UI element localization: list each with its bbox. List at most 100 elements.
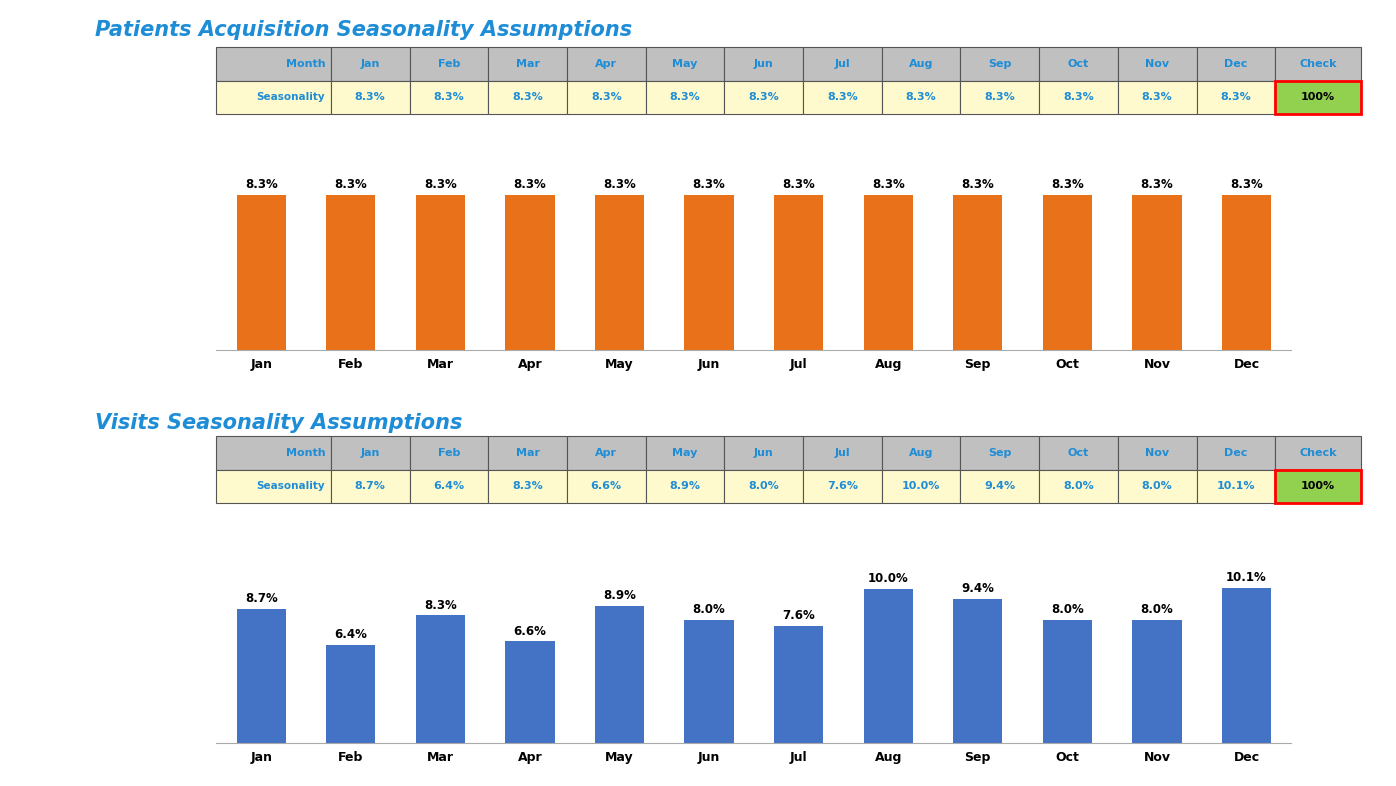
Bar [725, 469, 803, 503]
Bar [960, 47, 1039, 81]
Bar [409, 469, 489, 503]
Text: 10.0%: 10.0% [902, 481, 941, 491]
Bar [216, 81, 331, 114]
Bar [725, 81, 803, 114]
Bar [803, 81, 882, 114]
Bar [725, 47, 803, 81]
Bar [882, 47, 960, 81]
Bar [1275, 436, 1361, 469]
Bar [1039, 469, 1118, 503]
Text: 7.6%: 7.6% [826, 481, 859, 491]
Text: Sep: Sep [988, 448, 1012, 458]
Text: Mar: Mar [515, 448, 540, 458]
Text: 8.3%: 8.3% [1220, 92, 1251, 102]
Bar [1196, 436, 1275, 469]
Text: 8.3%: 8.3% [434, 92, 465, 102]
Bar [216, 436, 331, 469]
Bar [409, 436, 489, 469]
Text: 8.3%: 8.3% [748, 92, 779, 102]
Bar [1196, 469, 1275, 503]
Bar [645, 47, 725, 81]
Bar [505, 195, 554, 350]
Text: Jun: Jun [754, 448, 773, 458]
Text: 6.6%: 6.6% [591, 481, 621, 491]
Text: 8.3%: 8.3% [1141, 178, 1173, 191]
Text: Jul: Jul [835, 448, 850, 458]
Text: Jun: Jun [754, 59, 773, 69]
Bar [953, 598, 1002, 743]
Text: 8.3%: 8.3% [335, 178, 367, 191]
Text: 6.4%: 6.4% [334, 628, 367, 641]
Bar [236, 609, 286, 743]
Text: 6.6%: 6.6% [514, 625, 546, 637]
Text: 8.0%: 8.0% [1141, 603, 1173, 616]
Text: 10.0%: 10.0% [868, 572, 909, 586]
Text: 8.3%: 8.3% [424, 598, 456, 612]
Bar [803, 47, 882, 81]
Bar [960, 469, 1039, 503]
Text: Apr: Apr [595, 448, 617, 458]
Bar [773, 626, 824, 743]
Bar [409, 47, 489, 81]
Bar [1275, 81, 1361, 114]
Bar [1118, 436, 1196, 469]
Bar [953, 195, 1002, 350]
Bar [489, 81, 567, 114]
Bar [1196, 81, 1275, 114]
Bar [416, 195, 465, 350]
Bar [489, 47, 567, 81]
Bar [725, 436, 803, 469]
Bar [331, 469, 409, 503]
Text: 7.6%: 7.6% [782, 609, 815, 623]
Text: 8.3%: 8.3% [244, 178, 278, 191]
Bar [882, 436, 960, 469]
Text: Aug: Aug [909, 448, 934, 458]
Bar [567, 436, 645, 469]
Text: 8.0%: 8.0% [748, 481, 779, 491]
Text: Feb: Feb [438, 448, 461, 458]
Bar [645, 81, 725, 114]
Bar [684, 195, 734, 350]
Text: Jan: Jan [360, 59, 380, 69]
Text: Seasonality: Seasonality [257, 92, 325, 102]
Bar [882, 81, 960, 114]
Text: 10.1%: 10.1% [1217, 481, 1255, 491]
Text: 8.3%: 8.3% [603, 178, 635, 191]
Text: 8.9%: 8.9% [670, 481, 701, 491]
Bar [327, 645, 376, 743]
Bar [567, 47, 645, 81]
Text: 8.3%: 8.3% [512, 92, 543, 102]
Bar [1118, 81, 1196, 114]
Bar [864, 195, 913, 350]
Bar [773, 195, 824, 350]
Text: May: May [673, 59, 698, 69]
Text: 8.3%: 8.3% [512, 481, 543, 491]
Text: 8.3%: 8.3% [962, 178, 994, 191]
Text: 8.3%: 8.3% [1142, 92, 1173, 102]
Text: Nov: Nov [1145, 448, 1170, 458]
Bar [236, 195, 286, 350]
Text: 8.3%: 8.3% [1051, 178, 1083, 191]
Bar [331, 47, 409, 81]
Text: Check: Check [1300, 59, 1337, 69]
Bar [864, 590, 913, 743]
Text: 100%: 100% [1301, 92, 1335, 102]
Text: 8.3%: 8.3% [984, 92, 1015, 102]
Text: Nov: Nov [1145, 59, 1170, 69]
Text: 8.3%: 8.3% [782, 178, 815, 191]
Text: Seasonality: Seasonality [257, 481, 325, 491]
Text: Jul: Jul [835, 59, 850, 69]
Bar [882, 469, 960, 503]
Text: Oct: Oct [1068, 59, 1089, 69]
Text: Check: Check [1300, 448, 1337, 458]
Bar [216, 469, 331, 503]
Bar [1043, 620, 1092, 743]
Bar [331, 436, 409, 469]
Bar [1196, 47, 1275, 81]
Bar [416, 615, 465, 743]
Text: Month: Month [286, 448, 325, 458]
Text: 8.0%: 8.0% [1142, 481, 1173, 491]
Text: Mar: Mar [515, 59, 540, 69]
Text: 8.0%: 8.0% [1051, 603, 1083, 616]
Bar [595, 195, 644, 350]
